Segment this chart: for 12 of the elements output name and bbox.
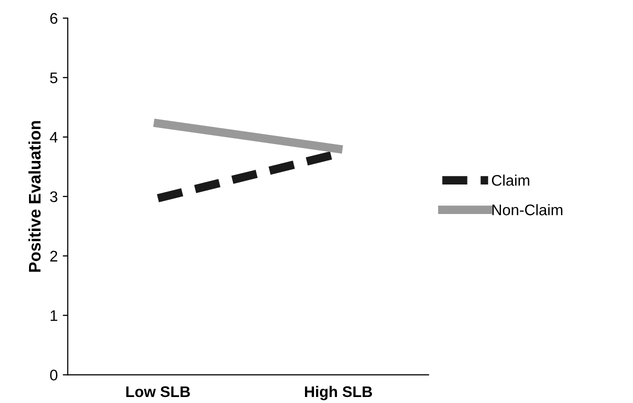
y-tick-label: 5 <box>50 72 58 84</box>
y-axis-title: Positive Evaluation <box>28 121 41 272</box>
x-tick-label: High SLB <box>304 386 372 400</box>
y-tick-label: 2 <box>50 250 58 262</box>
x-tick-label: Low SLB <box>126 386 190 398</box>
y-tick-label: 3 <box>50 191 58 202</box>
y-tick-label: 6 <box>50 13 58 24</box>
y-tick-label: 4 <box>50 132 58 143</box>
legend-label: Non-Claim <box>492 204 562 216</box>
legend-label: Claim <box>492 174 530 186</box>
y-tick-label: 1 <box>50 310 58 321</box>
y-tick-label: 0 <box>50 370 58 380</box>
